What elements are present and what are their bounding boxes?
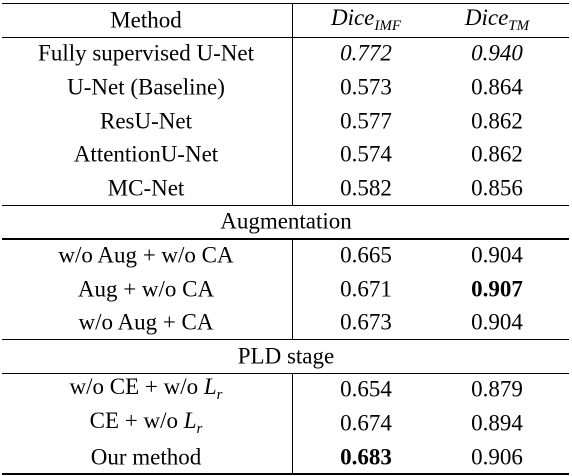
- math: L: [203, 374, 217, 400]
- cell-text: 0.856: [471, 175, 523, 201]
- cell-text: Our method: [90, 444, 202, 470]
- cell-text: 0.665: [340, 242, 392, 268]
- column-rule: [292, 372, 294, 474]
- method-cell: Fully supervised U-Net: [38, 42, 254, 65]
- cell-text: ResU-Net: [100, 108, 192, 134]
- value-cell: 0.856: [471, 176, 523, 199]
- method-cell: ResU-Net: [100, 109, 192, 132]
- cell-text: 0.577: [340, 108, 392, 134]
- method-cell: w/o CE + w/o Lr: [69, 375, 222, 403]
- value-cell: 0.654: [340, 378, 392, 401]
- cell-text: U-Net (Baseline): [67, 74, 225, 100]
- method-cell: MC-Net: [108, 176, 185, 199]
- cell-text: CE + w/o: [89, 408, 178, 433]
- cell-text: 0.907: [471, 276, 523, 302]
- cell-text: 0.879: [471, 376, 523, 402]
- cell-text: MC-Net: [107, 175, 185, 201]
- value-cell: 0.940: [471, 42, 523, 65]
- value-cell: 0.904: [471, 244, 523, 267]
- cell-text: 0.906: [471, 444, 523, 470]
- cell-text: 0.862: [471, 108, 523, 134]
- math: Dice: [330, 4, 375, 30]
- rule: [2, 473, 569, 475]
- rule: [2, 372, 569, 374]
- header-cell: Method: [110, 7, 182, 33]
- cell-text: 0.573: [340, 74, 392, 100]
- value-cell: 0.671: [340, 277, 392, 300]
- subscript: TM: [508, 17, 530, 34]
- subscript: IMF: [374, 17, 402, 34]
- cell-text: 0.862: [471, 141, 523, 167]
- cell-text: 0.673: [340, 309, 392, 335]
- value-cell: 0.862: [471, 109, 523, 132]
- cell-text: 0.904: [471, 242, 523, 268]
- rule: [2, 3, 569, 5]
- rule: [2, 339, 569, 341]
- method-cell: w/o Aug + CA: [78, 311, 213, 334]
- value-cell: 0.665: [340, 244, 392, 267]
- cell-text: 0.772: [340, 40, 392, 66]
- math: L: [183, 408, 197, 433]
- header-cell: DiceIMF: [331, 6, 401, 34]
- section-title: PLD stage: [237, 343, 335, 369]
- cell-text: 0.864: [471, 74, 523, 100]
- method-cell: Aug + w/o CA: [78, 277, 214, 300]
- value-cell: 0.577: [340, 109, 392, 132]
- value-cell: 0.772: [340, 42, 392, 65]
- cell-text: Fully supervised U-Net: [38, 40, 254, 66]
- header-cell: DiceTM: [465, 6, 529, 34]
- column-rule: [292, 3, 294, 205]
- cell-text: 0.894: [471, 410, 523, 436]
- value-cell: 0.573: [340, 76, 392, 99]
- cell-text: 0.654: [340, 376, 392, 402]
- rule: [2, 36, 569, 38]
- method-cell: AttentionU-Net: [74, 143, 218, 166]
- value-cell: 0.906: [471, 445, 523, 468]
- cell-text: 0.683: [340, 444, 392, 470]
- subscript: r: [196, 421, 203, 437]
- value-cell: 0.862: [471, 143, 523, 166]
- cell-text: 0.582: [340, 175, 392, 201]
- method-cell: U-Net (Baseline): [67, 76, 225, 99]
- section-title: Augmentation: [220, 208, 352, 234]
- method-cell: Our method: [91, 445, 202, 468]
- column-rule: [292, 238, 294, 339]
- subscript: r: [216, 387, 223, 404]
- value-cell: 0.894: [471, 412, 523, 435]
- value-cell: 0.864: [471, 76, 523, 99]
- rule: [2, 238, 569, 240]
- cell-text: 0.940: [471, 40, 523, 66]
- value-cell: 0.574: [340, 143, 392, 166]
- cell-text: 0.574: [340, 141, 392, 167]
- value-cell: 0.683: [340, 445, 392, 468]
- cell-text: 0.671: [340, 276, 392, 302]
- cell-text: 0.904: [471, 309, 523, 335]
- method-cell: w/o Aug + w/o CA: [58, 244, 233, 267]
- cell-text: AttentionU-Net: [73, 141, 219, 167]
- value-cell: 0.879: [471, 378, 523, 401]
- cell-text: w/o Aug + CA: [78, 309, 214, 335]
- value-cell: 0.904: [471, 311, 523, 334]
- cell-text: w/o CE + w/o: [69, 374, 199, 400]
- value-cell: 0.907: [471, 277, 523, 300]
- cell-text: Aug + w/o CA: [77, 276, 215, 302]
- value-cell: 0.582: [340, 176, 392, 199]
- cell-text: 0.674: [340, 410, 392, 436]
- value-cell: 0.674: [340, 412, 392, 435]
- method-cell: CE + w/o Lr: [90, 409, 203, 437]
- math: Dice: [464, 4, 509, 30]
- rule: [2, 204, 569, 206]
- cell-text: w/o Aug + w/o CA: [58, 242, 234, 268]
- value-cell: 0.673: [340, 311, 392, 334]
